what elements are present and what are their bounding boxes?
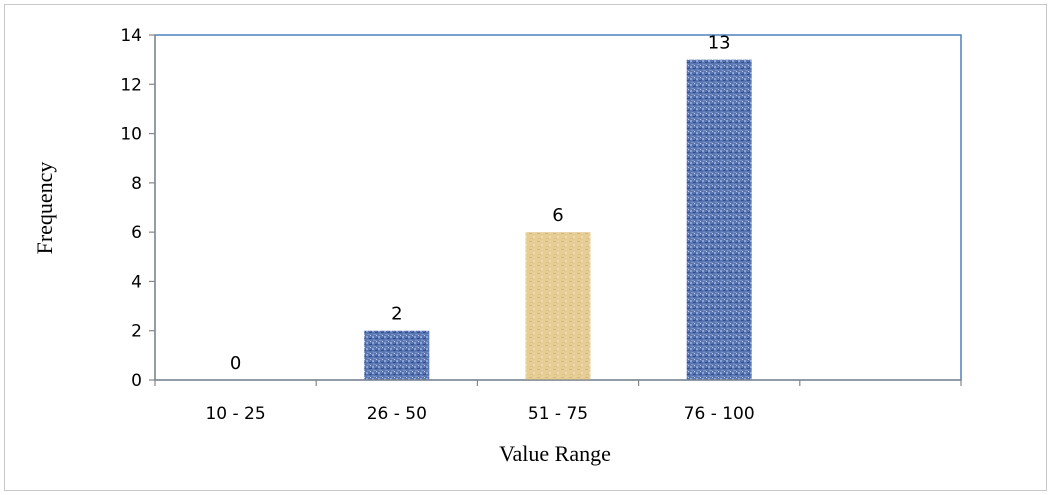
- y-tick-label: 2: [131, 322, 142, 342]
- bar-2: [364, 330, 430, 380]
- y-axis-title: Frequency: [32, 162, 57, 255]
- bar-3: [525, 232, 591, 380]
- y-tick-label: 8: [131, 174, 142, 194]
- y-tick-label: 6: [131, 223, 142, 243]
- x-tick-label: 26 - 50: [367, 404, 427, 424]
- y-tick-label: 14: [120, 26, 142, 46]
- x-axis-title: Value Range: [499, 441, 611, 466]
- data-label-4: 13: [708, 33, 731, 54]
- data-label-2: 2: [391, 304, 402, 325]
- y-tick-label: 4: [131, 272, 142, 292]
- y-tick-label: 12: [120, 75, 142, 95]
- x-tick-label: 10 - 25: [205, 404, 265, 424]
- x-tick-label: 51 - 75: [528, 404, 588, 424]
- data-label-1: 0: [230, 353, 241, 374]
- data-label-3: 6: [552, 205, 563, 226]
- x-tick-label: 76 - 100: [684, 404, 755, 424]
- y-tick-label: 10: [120, 125, 142, 145]
- bar-4: [686, 59, 752, 381]
- y-tick-label: 0: [131, 371, 142, 391]
